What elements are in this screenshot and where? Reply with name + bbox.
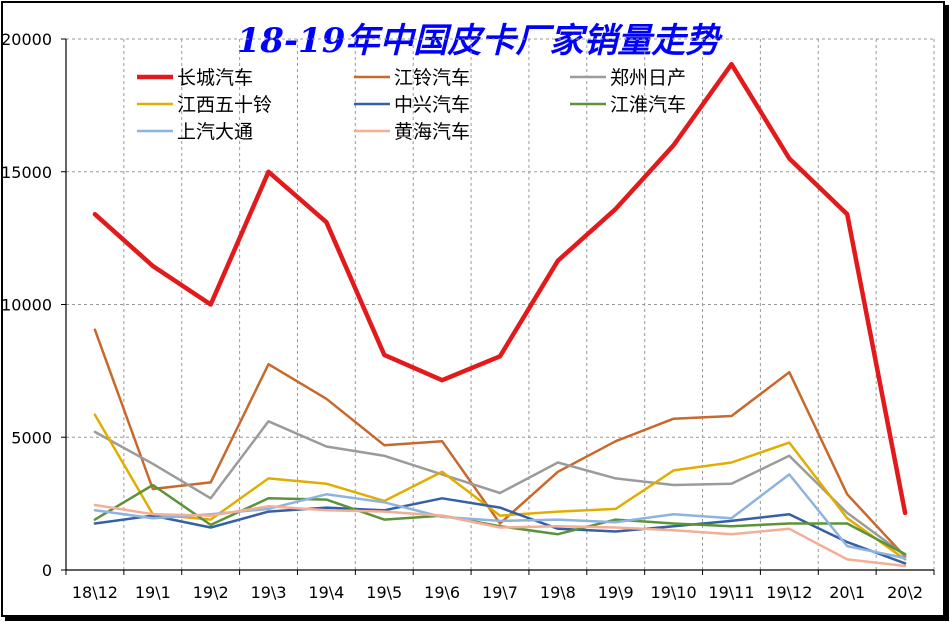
legend-label: 江西五十铃 bbox=[177, 94, 272, 116]
x-tick-label: 19\10 bbox=[651, 583, 697, 602]
y-tick-label: 0 bbox=[42, 561, 52, 580]
chart-title: 18-19年中国皮卡厂家销量走势 bbox=[237, 21, 724, 61]
series-line-3 bbox=[93, 420, 907, 557]
x-tick-label: 19\9 bbox=[598, 583, 634, 602]
x-tick-label: 19\8 bbox=[540, 583, 576, 602]
series-line-5 bbox=[93, 497, 907, 565]
x-tick-label: 19\6 bbox=[424, 583, 460, 602]
x-tick-label: 19\3 bbox=[251, 583, 287, 602]
x-tick-label: 20\1 bbox=[829, 583, 865, 602]
x-tick-label: 19\2 bbox=[193, 583, 229, 602]
y-tick-label: 20000 bbox=[1, 30, 52, 49]
x-axis-ticks: 18\12 19\1 19\2 19\3 19\4 19\5 19\6 19\7 19\8 19\… bbox=[65, 570, 935, 602]
series-line-8 bbox=[93, 503, 907, 568]
y-tick-label: 5000 bbox=[11, 428, 52, 447]
legend-label: 黄海汽车 bbox=[394, 121, 470, 143]
series-line-4 bbox=[93, 413, 907, 561]
legend-label: 江铃汽车 bbox=[394, 67, 470, 89]
y-tick-label: 15000 bbox=[1, 163, 52, 182]
series-line-2 bbox=[93, 328, 907, 558]
series-line-1 bbox=[92, 61, 908, 516]
series-lines bbox=[92, 61, 908, 568]
legend-label: 长城汽车 bbox=[177, 67, 253, 89]
y-axis-ticks: 0 5000 10000 15000 20000 bbox=[1, 30, 66, 580]
legend-label: 江淮汽车 bbox=[610, 94, 686, 116]
x-tick-label: 19\5 bbox=[366, 583, 402, 602]
series-line-6 bbox=[93, 483, 907, 556]
x-tick-label: 19\1 bbox=[135, 583, 171, 602]
legend-label: 中兴汽车 bbox=[394, 94, 470, 116]
legend-label: 上汽大通 bbox=[177, 121, 253, 143]
x-tick-label: 18\12 bbox=[72, 583, 118, 602]
x-tick-label: 19\4 bbox=[308, 583, 344, 602]
legend-label: 郑州日产 bbox=[610, 67, 686, 89]
x-tick-label: 19\7 bbox=[482, 583, 518, 602]
x-tick-label: 20\2 bbox=[887, 583, 923, 602]
x-tick-label: 19\12 bbox=[766, 583, 812, 602]
y-tick-label: 10000 bbox=[1, 296, 52, 315]
x-tick-label: 19\11 bbox=[708, 583, 754, 602]
